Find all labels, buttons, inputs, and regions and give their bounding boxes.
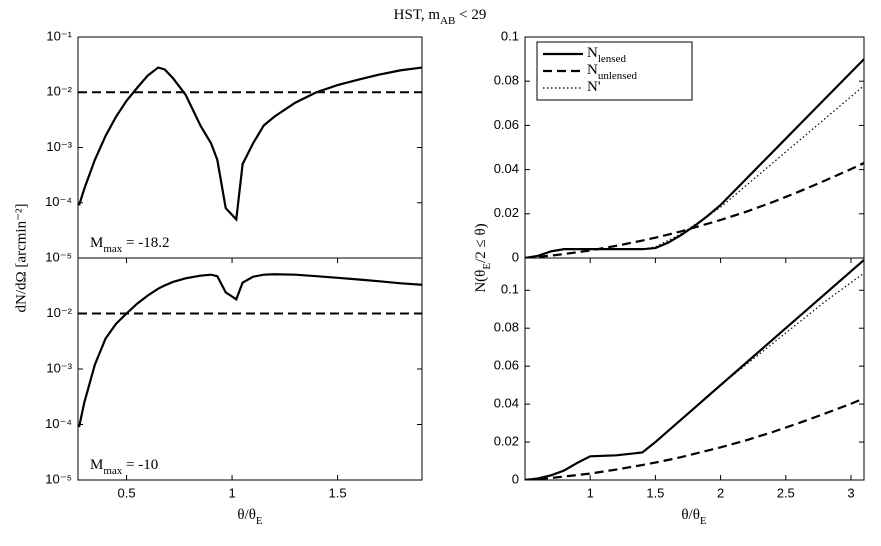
x-tick-label: 1 [228,485,235,500]
y-tick-label: 10⁻⁴ [45,416,72,431]
series-line [78,66,422,222]
y-tick-label: 0.02 [494,205,519,220]
annotation-part: max [103,465,122,477]
y-axis-label-part: /2 ≤ θ) [473,223,489,263]
series-line [525,272,864,480]
x-tick-label: 1.5 [329,485,347,500]
plot-area [524,257,865,481]
x-tick-label: 0.5 [118,485,136,500]
figure-title-part: < 29 [455,7,486,23]
annotation: Mmax = -10 [90,457,158,476]
y-axis-label: N(θE/2 ≤ θ) [473,223,492,292]
y-axis-label-part: E [481,263,493,270]
annotation-part: M [90,235,103,251]
y-tick-label: 10⁻⁵ [45,471,72,486]
x-tick-label: 2.5 [777,485,795,500]
y-tick-label: 10⁻³ [46,360,72,375]
y-tick-label: 10⁻⁵ [45,249,72,264]
x-axis-label: θ/θE [681,507,707,526]
x-tick-label: 1.5 [646,485,664,500]
annotation-part: M [90,457,103,473]
legend-label: Nunlensed [587,62,637,81]
y-tick-label: 0.04 [494,161,519,176]
annotation-part: = -10 [122,457,158,473]
series-line [525,58,864,258]
annotation-part: = -18.2 [122,235,169,251]
y-tick-label: 10⁻² [46,84,72,99]
legend-label-part: unlensed [598,70,638,82]
y-tick-label: 0.04 [494,396,519,411]
y-tick-label: 0.1 [501,282,519,297]
x-axis-label-part: E [700,515,707,527]
series-line [525,85,864,258]
y-axis-label: dN/dΩ [arcmin⁻²] [13,204,29,313]
x-axis-label-part: θ/θ [237,507,256,523]
x-axis-label: θ/θE [237,507,263,526]
y-axis-label-part: N(θ [473,270,489,293]
legend-label-part: lensed [598,53,627,65]
series-line [525,259,864,480]
annotation-part: max [103,243,122,255]
legend-label: Nlensed [587,45,626,64]
y-tick-label: 10⁻⁴ [45,194,72,209]
x-axis-label-part: E [256,515,263,527]
y-tick-label: 10⁻² [46,305,72,320]
y-tick-label: 0.02 [494,433,519,448]
y-tick-label: 10⁻¹ [46,28,72,43]
y-tick-label: 0.08 [494,320,519,335]
series-line [525,397,864,480]
plot-area [77,257,423,481]
y-tick-label: 0.08 [494,73,519,88]
figure-title-part: AB [440,15,455,27]
x-tick-label: 1 [587,485,594,500]
y-tick-label: 0 [512,249,519,264]
figure-title-part: HST, m [394,7,441,23]
y-tick-label: 10⁻³ [46,139,72,154]
legend-label-part: N [587,45,598,61]
y-tick-label: 0.06 [494,358,519,373]
series-line [525,161,864,258]
x-tick-label: 3 [847,485,854,500]
figure-title: HST, mAB < 29 [394,7,487,26]
annotation: Mmax = -18.2 [90,235,170,254]
y-tick-label: 0.1 [501,28,519,43]
legend-label: N' [587,79,601,95]
x-axis-label-part: θ/θ [681,507,700,523]
series-line [78,273,422,428]
y-tick-label: 0 [512,471,519,486]
legend-label-part: N [587,62,598,78]
y-tick-label: 0.06 [494,117,519,132]
x-tick-label: 2 [717,485,724,500]
legend-label-part: N' [587,79,601,95]
